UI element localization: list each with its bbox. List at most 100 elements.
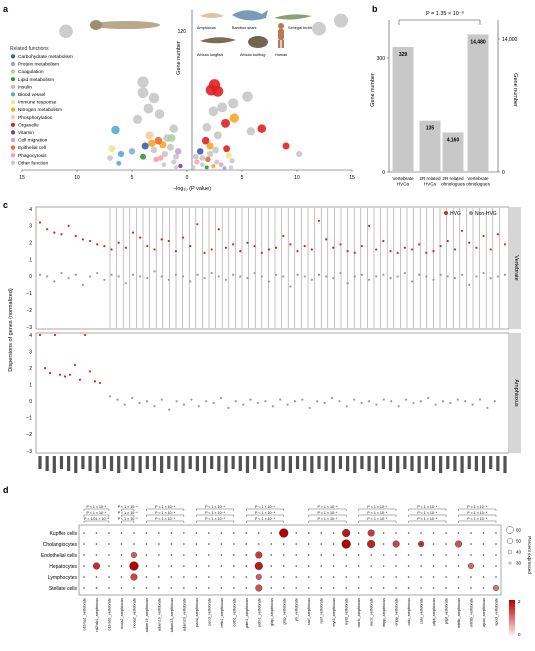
panel-d-dot: [445, 587, 447, 589]
panel-d-dot: [170, 587, 173, 589]
panel-d-dot: [445, 565, 447, 567]
panel-d-bracket-label: P < 1 × 10⁻⁴: [255, 517, 275, 521]
panel-a-point: [257, 124, 267, 133]
panel-d-dot: [95, 543, 98, 545]
panel-c-amphioxus-point: [138, 401, 141, 405]
panel-c-vertebrate-point: [253, 271, 256, 275]
panel-c-amphioxus-point: [427, 396, 430, 400]
panel-c-top-y-tick: −1: [26, 291, 32, 297]
panel-d-col-label: ncoa2_vertebrate: [132, 598, 136, 628]
species-label-human: Human: [275, 53, 287, 57]
panel-c-gene-name-mark: [267, 456, 271, 473]
panel-c-vertebrate-point: [139, 236, 142, 239]
panel-c-vertebrate-point: [239, 275, 242, 278]
panel-c-gene-name-mark: [324, 456, 328, 471]
panel-c-vertebrate-point: [88, 275, 92, 278]
panel-a-legend-marker: [10, 99, 16, 105]
panel-c-vertebrate-point: [410, 280, 414, 283]
panel-c-vertebrate-point: [446, 275, 449, 278]
panel-c-amphioxus-point: [116, 398, 119, 401]
panel-a-point: [132, 114, 143, 124]
panel-d-dot: [407, 587, 410, 589]
panel-d-dot: [420, 565, 422, 567]
panel-d-dot: [257, 532, 260, 534]
panel-c-gene-name-mark: [81, 456, 85, 469]
panel-c-amphioxus-point: [345, 405, 348, 408]
panel-a-legend-marker: [10, 122, 16, 127]
panel-d-dot: [482, 565, 485, 567]
panel-c-vertebrate-point: [475, 246, 478, 249]
panel-d-bracket-label: P < 1 × 10⁻⁴: [367, 505, 387, 509]
panel-d-dot: [495, 532, 497, 534]
panel-c-bottom-y-tick: 3: [29, 349, 32, 355]
panel-c-amphioxus-point: [353, 398, 356, 401]
panel-d-dot: [345, 554, 347, 556]
panel-a-x-tick-label: 5: [131, 175, 134, 181]
panel-d-bracket: [408, 520, 447, 523]
panel-a-point: [333, 13, 349, 28]
panel-d-size-legend-label: 30: [516, 561, 522, 566]
panel-c-amphioxus-point: [131, 396, 134, 400]
panel-a-point: [111, 125, 120, 135]
panel-d-bracket: [246, 520, 284, 523]
panel-d-dot: [220, 587, 223, 589]
panel-d-size-legend-marker: [506, 526, 514, 534]
panel-d-dot: [255, 584, 263, 592]
panel-b-p-value: P = 1.35 × 10⁻⁶: [426, 10, 464, 17]
panel-a-point: [167, 134, 176, 142]
panel-c-vertebrate-point: [346, 250, 349, 253]
panel-d-size-legend-marker: [508, 561, 512, 565]
panel-c-amphioxus-point: [205, 400, 208, 403]
panel-c-vertebrate-point: [367, 278, 371, 281]
african-bullfrog-icon: [248, 36, 268, 48]
panel-d-col-label: adam23_amphioxus: [170, 598, 174, 632]
panel-c-y-ticks: 4 4 3 3 2 2 1 1 0 0 −1 −1 −2 −2 −3 −3: [26, 207, 32, 455]
panel-c-vertebrate-point: [274, 246, 278, 249]
panel-b-bar-value: 4,160: [447, 137, 460, 143]
panel-c-vertebrate-point: [239, 250, 242, 253]
panel-d-size-legend-marker: [507, 549, 513, 555]
panel-d-dot: [145, 554, 148, 556]
panel-d-dot: [133, 587, 135, 589]
panel-d-dot: [295, 543, 298, 545]
panel-a-point: [196, 148, 204, 155]
panel-d-dot: [295, 554, 298, 556]
panel-a-point: [150, 146, 158, 154]
panel-d-dot: [482, 587, 485, 589]
panel-a-legend-marker: [10, 153, 16, 158]
panel-b-bar-value: 14,480: [470, 39, 486, 45]
panel-a-point: [205, 156, 211, 163]
panel-a-point: [148, 139, 156, 147]
panel-d-dot: [445, 543, 447, 545]
panel-d-dot: [195, 554, 198, 556]
panel-d-dot: [183, 565, 185, 567]
panel-d-dot: [208, 587, 210, 589]
panel-c-gene-name-mark: [253, 456, 257, 469]
panel-d-dot: [208, 565, 210, 567]
panel-d-col-label: calu_amphioxus: [407, 598, 411, 626]
panel-d-dot: [307, 565, 310, 567]
panel-a-point: [199, 155, 206, 161]
panel-c-vertebrate-point: [482, 234, 485, 238]
panel-a-point: [143, 103, 154, 114]
panel-d-dot: [245, 554, 248, 556]
panel-a-legend-label: Carbohydrate metabolism: [18, 54, 73, 60]
panel-d-dot: [158, 565, 160, 567]
panel-a-point: [141, 142, 149, 150]
panel-d-col-label: rasf_vertebrate: [320, 598, 324, 624]
panel-c-vertebrate-point: [260, 251, 263, 254]
panel-c-gene-name-mark: [489, 456, 493, 469]
panel-a-point: [204, 165, 209, 170]
panel-d-bracket-label: P < 1 × 10⁻⁴: [155, 511, 175, 515]
panel-a-legend-marker: [10, 160, 16, 165]
panel-d-dot: [95, 576, 98, 578]
panel-a-x-tick-label: 0: [186, 175, 189, 181]
panel-d-dot: [420, 532, 422, 534]
panel-d-dot: [307, 543, 310, 545]
panel-d-col-label: myl3_amphioxus: [332, 598, 336, 627]
panel-d-bracket: [83, 508, 110, 511]
panel-a-point: [154, 136, 163, 145]
panel-d-col-label: cd2/ab1_amphioxus: [95, 598, 99, 632]
panel-c-vertebrate-point: [203, 251, 206, 254]
panel-c-gene-name-mark: [95, 456, 99, 473]
